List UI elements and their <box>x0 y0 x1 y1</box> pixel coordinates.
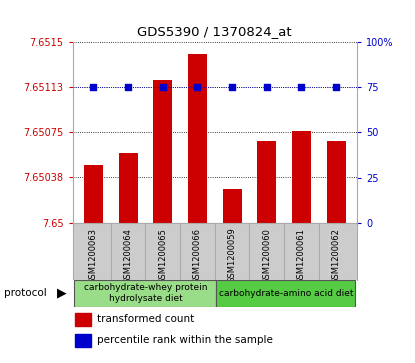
Bar <box>153 81 172 223</box>
Text: carbohydrate-amino acid diet: carbohydrate-amino acid diet <box>219 289 353 298</box>
Bar <box>188 54 207 223</box>
Bar <box>327 141 346 223</box>
Text: GSM1200066: GSM1200066 <box>193 228 202 284</box>
Point <box>90 84 97 90</box>
Text: GSM1200065: GSM1200065 <box>158 228 167 284</box>
Bar <box>74 280 217 307</box>
Title: GDS5390 / 1370824_at: GDS5390 / 1370824_at <box>137 25 292 38</box>
Point <box>264 84 270 90</box>
Bar <box>76 334 91 347</box>
Point <box>229 84 235 90</box>
Point <box>159 84 166 90</box>
Bar <box>76 313 91 326</box>
Point <box>194 84 201 90</box>
Text: carbohydrate-whey protein
hydrolysate diet: carbohydrate-whey protein hydrolysate di… <box>84 284 207 303</box>
Text: ▶: ▶ <box>56 287 66 299</box>
Bar <box>84 165 103 223</box>
Point <box>125 84 132 90</box>
Text: percentile rank within the sample: percentile rank within the sample <box>97 335 273 345</box>
Text: GSM1200059: GSM1200059 <box>227 228 237 284</box>
Text: GSM1200062: GSM1200062 <box>332 228 341 284</box>
Text: GSM1200064: GSM1200064 <box>124 228 133 284</box>
Bar <box>292 131 311 223</box>
Bar <box>257 141 276 223</box>
Point <box>298 84 305 90</box>
Text: GSM1200060: GSM1200060 <box>262 228 271 284</box>
Text: transformed count: transformed count <box>97 314 194 325</box>
Text: GSM1200063: GSM1200063 <box>89 228 98 284</box>
Text: GSM1200061: GSM1200061 <box>297 228 306 284</box>
Bar <box>222 189 242 223</box>
Bar <box>217 280 355 307</box>
Point <box>333 84 339 90</box>
Text: protocol: protocol <box>4 288 47 298</box>
Bar <box>119 153 138 223</box>
